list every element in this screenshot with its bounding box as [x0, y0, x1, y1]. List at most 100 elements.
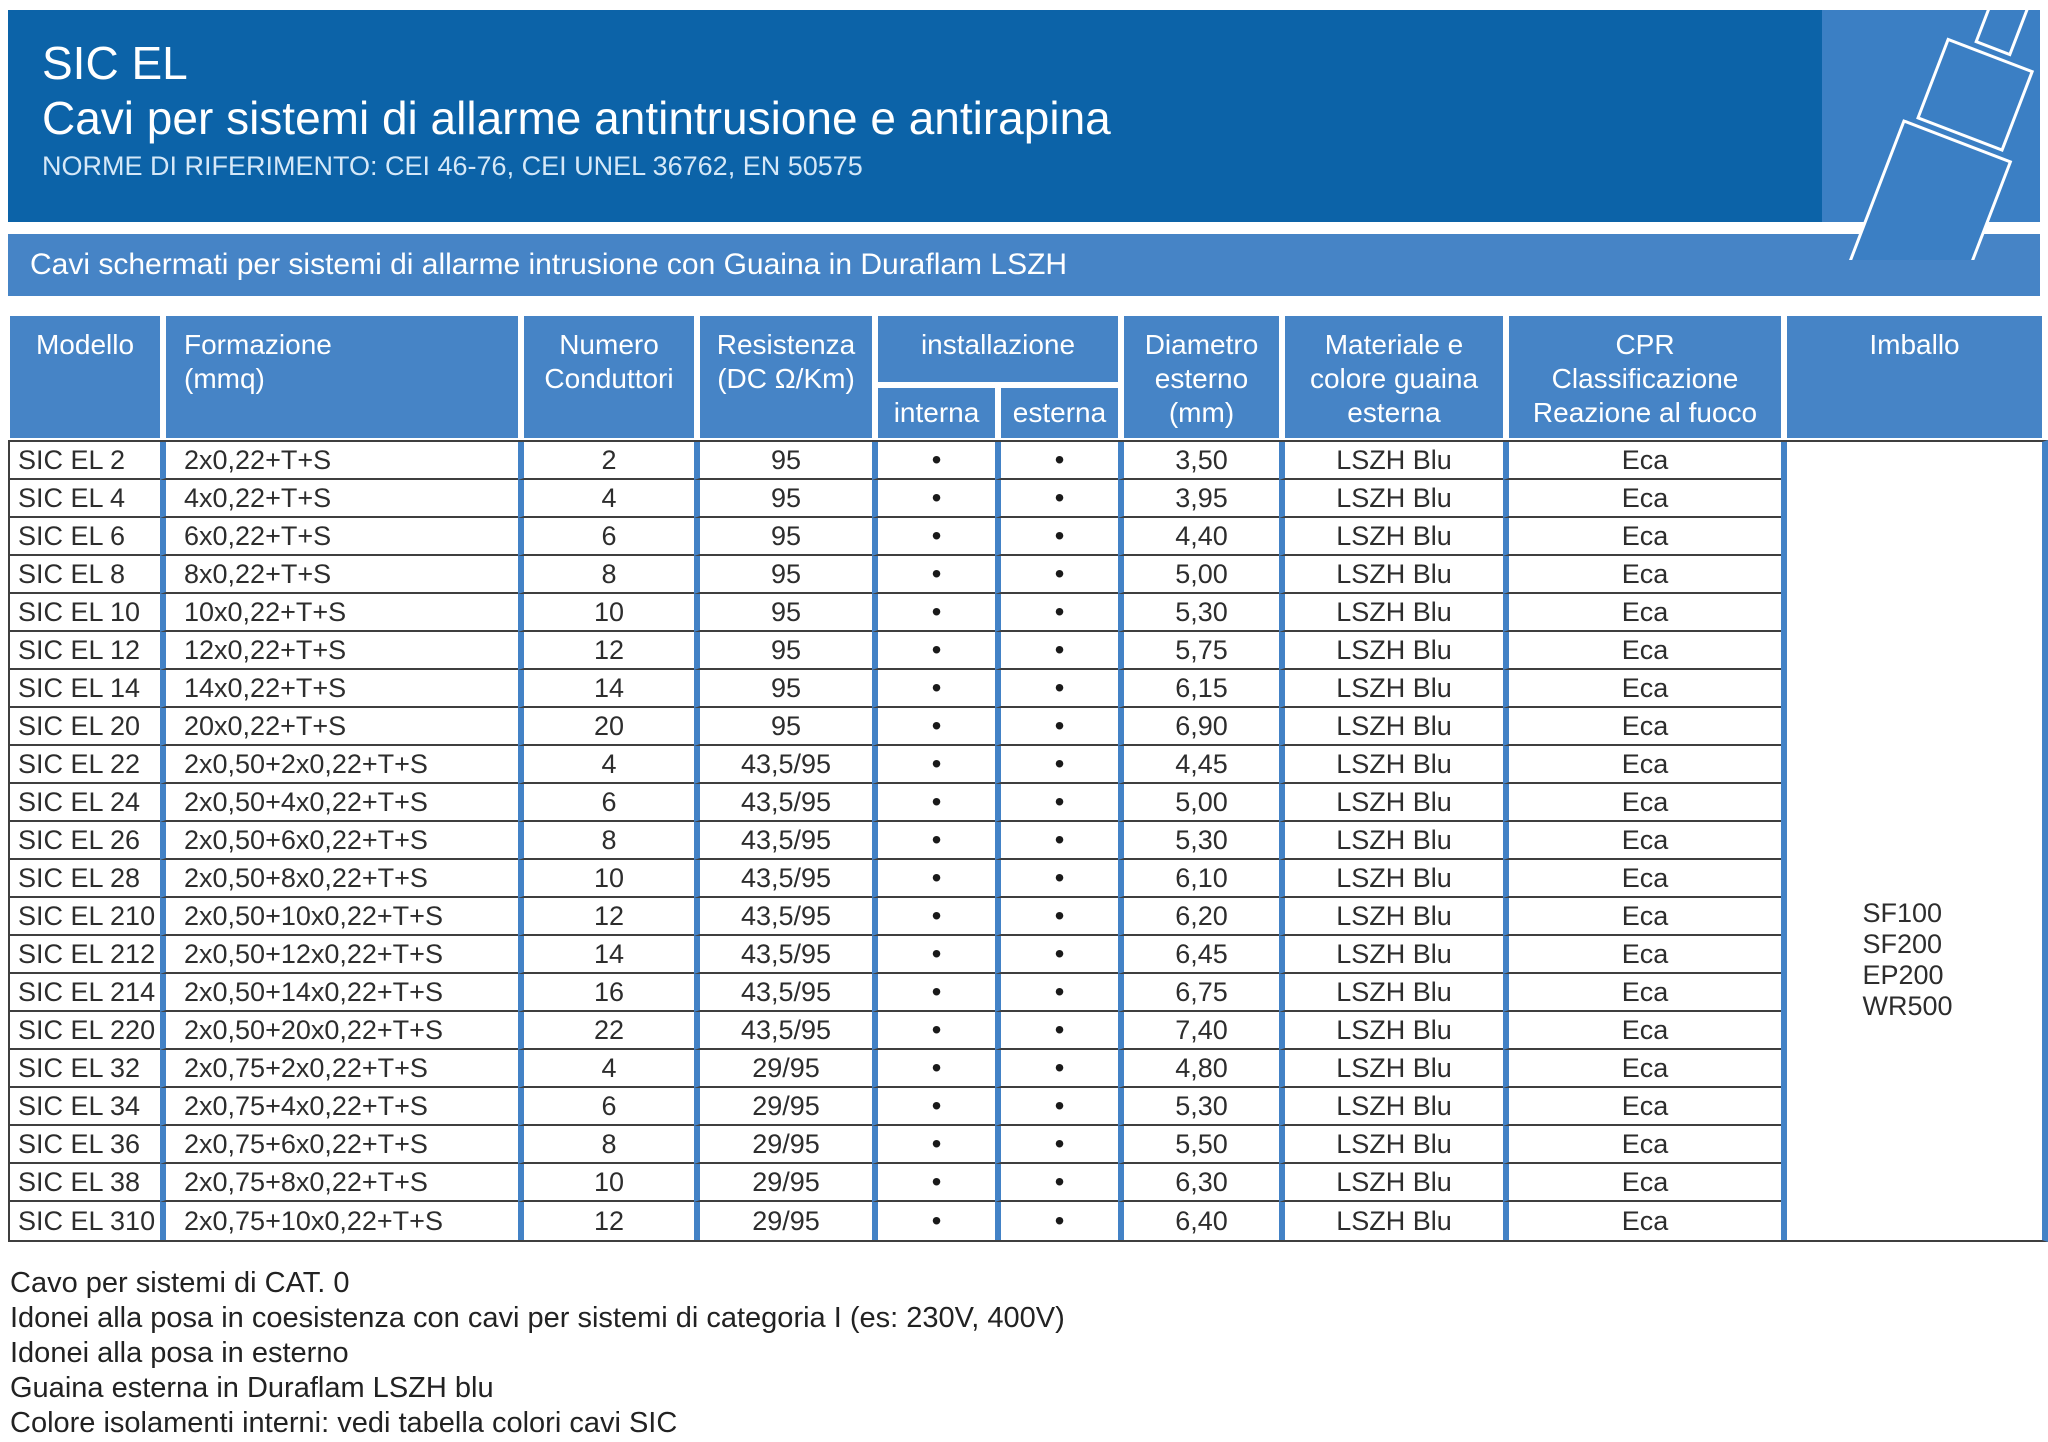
cell-conductors: 8 [518, 822, 694, 860]
cell-resistance: 95 [694, 632, 872, 670]
cell-internal-dot: • [872, 594, 995, 632]
col-header-formation: Formazione (mmq) [166, 316, 518, 438]
cell-resistance: 29/95 [694, 1164, 872, 1202]
cell-internal-dot: • [872, 1088, 995, 1126]
cell-model: SIC EL 34 [10, 1088, 160, 1126]
cell-packaging: SF100 SF200 EP200 WR500 [1781, 442, 2042, 1240]
col-header-formation-label: Formazione [184, 329, 332, 360]
cell-external-dot: • [995, 822, 1118, 860]
cell-sheath: LSZH Blu [1279, 1012, 1503, 1050]
cell-sheath: LSZH Blu [1279, 442, 1503, 480]
cell-formation: 2x0,75+10x0,22+T+S [160, 1202, 518, 1240]
cell-resistance: 95 [694, 708, 872, 746]
cell-external-dot: • [995, 594, 1118, 632]
cell-formation: 14x0,22+T+S [160, 670, 518, 708]
cell-sheath: LSZH Blu [1279, 556, 1503, 594]
cell-formation: 2x0,50+12x0,22+T+S [160, 936, 518, 974]
cell-resistance: 95 [694, 442, 872, 480]
cell-conductors: 10 [518, 1164, 694, 1202]
cell-model: SIC EL 10 [10, 594, 160, 632]
cell-external-dot: • [995, 442, 1118, 480]
cell-formation: 2x0,50+2x0,22+T+S [160, 746, 518, 784]
cell-external-dot: • [995, 1012, 1118, 1050]
cell-model: SIC EL 8 [10, 556, 160, 594]
cell-conductors: 8 [518, 1126, 694, 1164]
cell-internal-dot: • [872, 518, 995, 556]
cell-cpr: Eca [1503, 1164, 1781, 1202]
footer-notes: Cavo per sistemi di CAT. 0 Idonei alla p… [10, 1266, 1065, 1441]
cell-formation: 12x0,22+T+S [160, 632, 518, 670]
cell-sheath: LSZH Blu [1279, 936, 1503, 974]
cell-cpr: Eca [1503, 974, 1781, 1012]
cell-formation: 2x0,75+6x0,22+T+S [160, 1126, 518, 1164]
cell-external-dot: • [995, 1050, 1118, 1088]
cell-external-dot: • [995, 556, 1118, 594]
cell-formation: 2x0,50+20x0,22+T+S [160, 1012, 518, 1050]
cell-formation: 2x0,75+8x0,22+T+S [160, 1164, 518, 1202]
cell-sheath: LSZH Blu [1279, 1202, 1503, 1240]
cell-resistance: 43,5/95 [694, 898, 872, 936]
cell-formation: 4x0,22+T+S [160, 480, 518, 518]
cell-conductors: 6 [518, 784, 694, 822]
cell-external-dot: • [995, 518, 1118, 556]
col-header-external: esterna [1001, 388, 1118, 438]
cell-conductors: 2 [518, 442, 694, 480]
cell-sheath: LSZH Blu [1279, 1164, 1503, 1202]
col-header-installation: installazione [878, 316, 1118, 382]
cell-external-dot: • [995, 936, 1118, 974]
cell-diameter: 6,15 [1118, 670, 1279, 708]
cell-internal-dot: • [872, 936, 995, 974]
cell-conductors: 4 [518, 1050, 694, 1088]
cell-model: SIC EL 6 [10, 518, 160, 556]
cell-internal-dot: • [872, 632, 995, 670]
cell-internal-dot: • [872, 746, 995, 784]
cell-conductors: 4 [518, 746, 694, 784]
cell-internal-dot: • [872, 784, 995, 822]
cell-formation: 2x0,50+14x0,22+T+S [160, 974, 518, 1012]
cell-sheath: LSZH Blu [1279, 708, 1503, 746]
cell-model: SIC EL 310 [18, 1205, 156, 1236]
cell-conductors: 8 [518, 556, 694, 594]
cell-diameter: 6,40 [1118, 1202, 1279, 1240]
cell-internal-dot: • [872, 1012, 995, 1050]
cell-external-dot: • [995, 784, 1118, 822]
cell-model: SIC EL 14 [10, 670, 160, 708]
cell-internal-dot: • [872, 1164, 995, 1202]
cell-model: SIC EL 36 [10, 1126, 160, 1164]
cell-diameter: 6,90 [1118, 708, 1279, 746]
col-header-installation-group: installazione interna esterna [878, 316, 1118, 438]
col-header-packaging: Imballo [1787, 316, 2042, 438]
cell-external-dot: • [995, 480, 1118, 518]
cell-cpr: Eca [1503, 442, 1781, 480]
cell-diameter: 5,50 [1118, 1126, 1279, 1164]
cell-diameter: 3,50 [1118, 442, 1279, 480]
cable-connector-icon [1822, 10, 2040, 260]
cell-cpr: Eca [1503, 860, 1781, 898]
cell-cpr: Eca [1503, 1012, 1781, 1050]
cell-formation: 2x0,75+2x0,22+T+S [160, 1050, 518, 1088]
packaging-item: EP200 [1862, 960, 1944, 990]
cell-model: SIC EL 26 [10, 822, 160, 860]
cell-diameter: 5,00 [1118, 784, 1279, 822]
cell-resistance: 43,5/95 [694, 974, 872, 1012]
cell-internal-dot: • [872, 556, 995, 594]
cell-conductors: 22 [518, 1012, 694, 1050]
cell-cpr: Eca [1503, 936, 1781, 974]
cell-formation: 20x0,22+T+S [160, 708, 518, 746]
cell-conductors: 14 [518, 936, 694, 974]
cell-external-dot: • [995, 974, 1118, 1012]
cell-external-dot: • [995, 1164, 1118, 1202]
cell-model: SIC EL 22 [10, 746, 160, 784]
cell-sheath: LSZH Blu [1279, 670, 1503, 708]
cell-conductors: 6 [518, 1088, 694, 1126]
cell-diameter: 6,45 [1118, 936, 1279, 974]
cell-internal-dot: • [872, 898, 995, 936]
cell-external-dot: • [995, 632, 1118, 670]
cell-cpr: Eca [1503, 708, 1781, 746]
cell-diameter: 4,45 [1118, 746, 1279, 784]
packaging-item: SF200 [1862, 929, 1943, 959]
cell-sheath: LSZH Blu [1279, 822, 1503, 860]
cell-formation: 2x0,75+4x0,22+T+S [160, 1088, 518, 1126]
table-body: SF100 SF200 EP200 WR500 SIC EL 2 2x0,22+… [8, 440, 2048, 1242]
